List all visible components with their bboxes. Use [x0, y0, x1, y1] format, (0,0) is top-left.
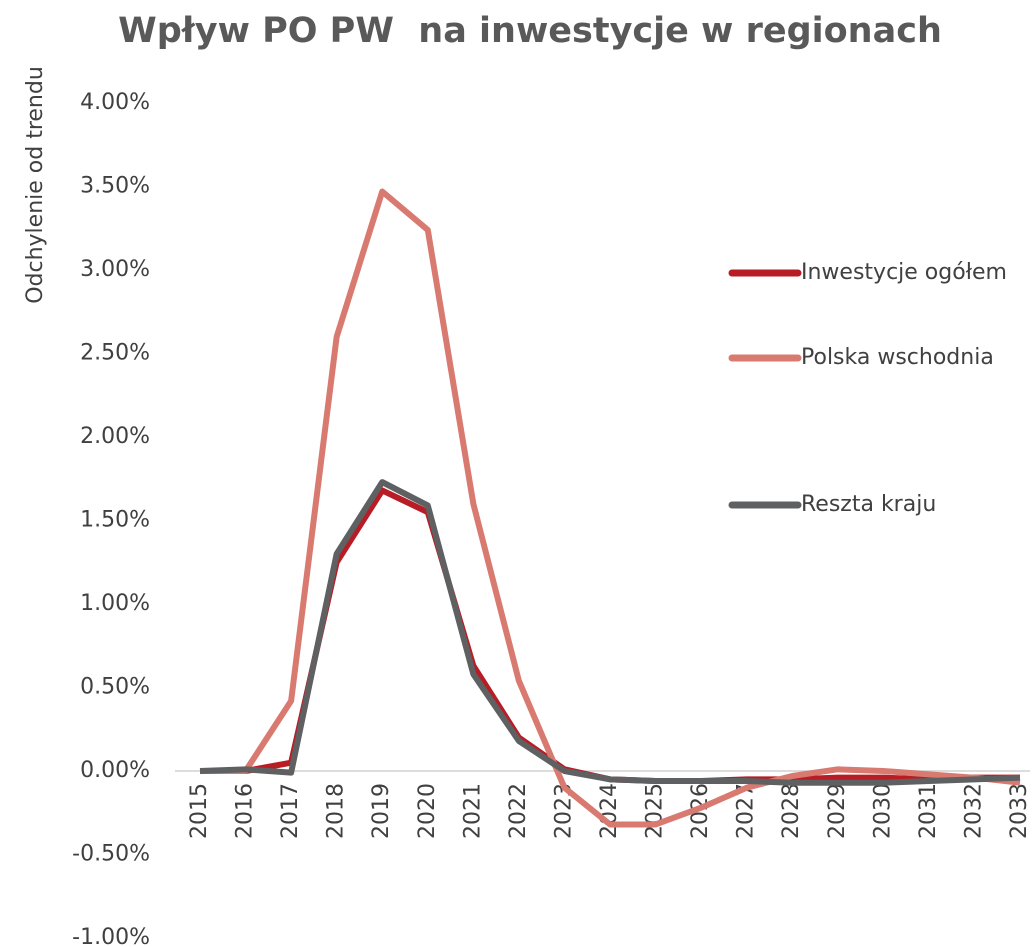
legend-label: Reszta kraju	[801, 492, 936, 517]
x-tick-label: 2019	[369, 783, 394, 839]
series-line	[200, 487, 1020, 785]
y-tick-label: 1.50%	[80, 508, 150, 533]
y-tick-label: -1.00%	[72, 925, 150, 947]
legend-label: Polska wschodnia	[801, 345, 994, 370]
y-tick-label: 2.00%	[80, 424, 150, 449]
x-tick-label: 2022	[506, 783, 531, 839]
y-tick-label: 1.00%	[80, 591, 150, 616]
x-tick-label: 2024	[597, 783, 622, 839]
y-axis-label: Odchylenie od trendu	[23, 66, 48, 304]
x-tick-label: 2025	[643, 783, 668, 839]
legend-label: Inwestycje ogółem	[801, 260, 1007, 285]
x-tick-label: 2030	[870, 783, 895, 839]
series-line	[200, 188, 1021, 828]
x-tick-label: 2032	[961, 783, 986, 839]
series-line	[199, 479, 1021, 786]
y-tick-label: 3.00%	[80, 257, 150, 282]
x-tick-label: 2020	[415, 783, 440, 839]
y-tick-label: 0.00%	[80, 758, 150, 783]
x-tick-label: 2031	[916, 783, 941, 839]
x-tick-label: 2028	[779, 783, 804, 839]
y-tick-label: 0.50%	[80, 675, 150, 700]
x-tick-label: 2016	[233, 783, 258, 839]
x-tick-label: 2033	[1007, 783, 1032, 839]
y-tick-label: 4.00%	[80, 90, 150, 115]
x-tick-label: 2018	[324, 783, 349, 839]
chart-title: Wpływ PO PW na inwestycje w regionach	[118, 11, 942, 51]
x-tick-label: 2029	[825, 783, 850, 839]
x-tick-label: 2021	[460, 783, 485, 839]
y-tick-label: -0.50%	[72, 842, 150, 867]
y-tick-label: 2.50%	[80, 341, 150, 366]
x-tick-label: 2017	[278, 783, 303, 839]
x-tick-label: 2015	[187, 783, 212, 839]
y-tick-label: 3.50%	[80, 174, 150, 199]
